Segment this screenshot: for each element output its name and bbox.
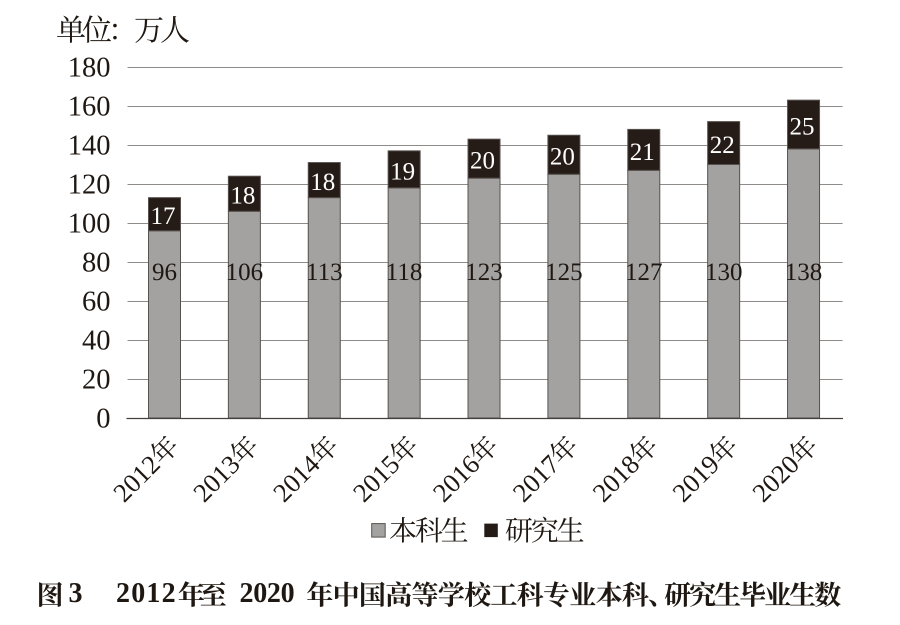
svg-text:60: 60 (82, 287, 111, 318)
svg-text:118: 118 (386, 259, 423, 286)
svg-text:2019: 2019 (666, 449, 725, 508)
svg-text:2015: 2015 (347, 449, 406, 508)
svg-text:127: 127 (625, 259, 663, 286)
svg-text:19: 19 (390, 158, 415, 185)
svg-text:2020: 2020 (746, 449, 805, 508)
svg-text:125: 125 (545, 259, 583, 286)
svg-text:140: 140 (68, 131, 111, 162)
svg-text:22: 22 (710, 132, 735, 159)
svg-text:2013: 2013 (187, 449, 246, 508)
svg-text:20: 20 (82, 365, 111, 396)
svg-text:3: 3 (69, 578, 83, 609)
svg-text:2018: 2018 (586, 449, 645, 508)
svg-text:20: 20 (470, 148, 495, 175)
svg-text:21: 21 (630, 139, 655, 166)
svg-text:123: 123 (465, 259, 503, 286)
svg-text:2016: 2016 (427, 449, 486, 508)
svg-text:2017: 2017 (507, 449, 566, 508)
svg-text:106: 106 (226, 259, 264, 286)
svg-text:2012: 2012 (107, 449, 166, 508)
svg-text:25: 25 (790, 113, 815, 140)
svg-text:18: 18 (230, 183, 255, 210)
svg-text:100: 100 (68, 209, 111, 240)
svg-text:2014: 2014 (267, 449, 326, 508)
svg-text:17: 17 (151, 203, 176, 230)
svg-text:0: 0 (96, 404, 110, 435)
svg-text:160: 160 (68, 92, 111, 123)
svg-text:18: 18 (310, 169, 335, 196)
svg-text:180: 180 (68, 53, 111, 84)
svg-text:2012: 2012 (116, 578, 177, 609)
svg-text:20: 20 (550, 144, 575, 171)
svg-text:130: 130 (705, 259, 743, 286)
svg-text:96: 96 (152, 259, 177, 286)
svg-text:113: 113 (306, 259, 343, 286)
svg-text:120: 120 (68, 170, 111, 201)
svg-text:2020: 2020 (240, 578, 295, 609)
svg-text:138: 138 (785, 259, 823, 286)
svg-text:40: 40 (82, 326, 111, 357)
svg-text:80: 80 (82, 248, 111, 279)
